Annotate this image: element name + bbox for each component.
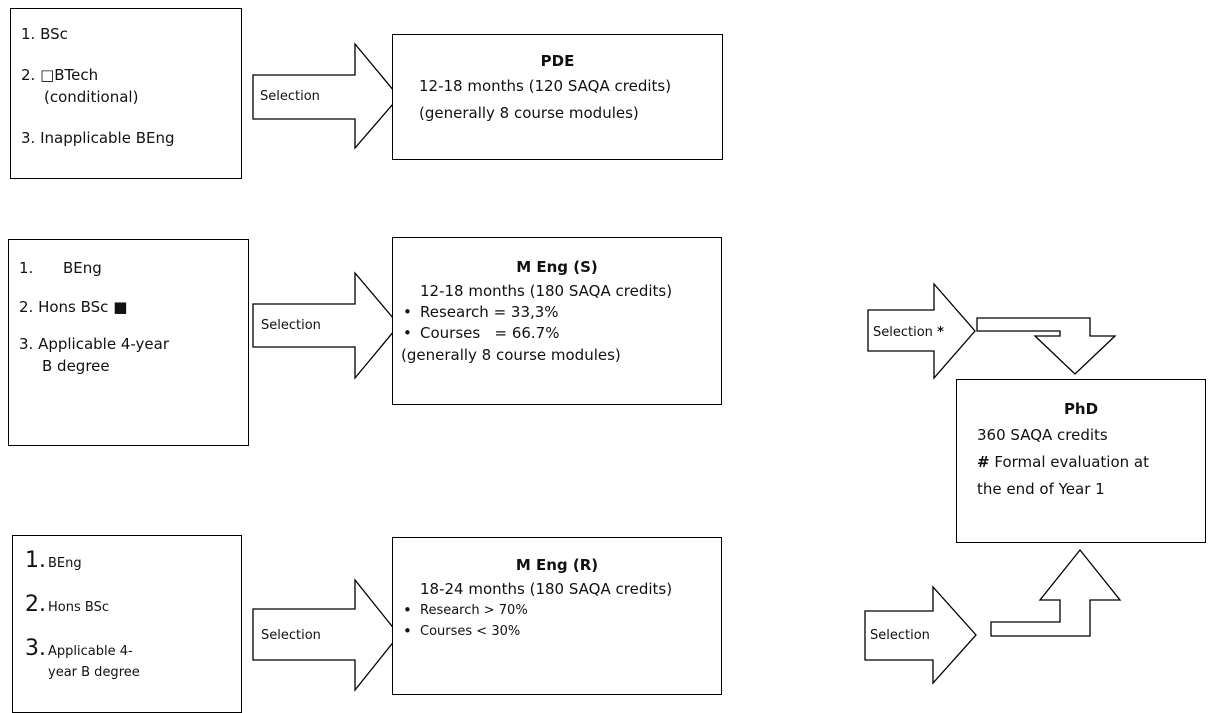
row1-input-box: 1. BSc 2. □BTech (conditional) 3. Inappl… (10, 8, 242, 179)
phd-line-3: the end of Year 1 (977, 480, 1105, 498)
meng-s-exit-arrow (867, 282, 976, 380)
meng-s-line-3: Courses = 66.7% (420, 324, 560, 342)
meng-r-bullet-1: • (403, 601, 412, 619)
row2-selection-arrow (252, 271, 400, 380)
bent-down-arrow (976, 317, 1117, 375)
row3-selection-arrow (252, 578, 400, 692)
row2-arrow-label: Selection (261, 318, 321, 333)
row2-item-1: BEng (63, 259, 102, 277)
row2-item-1-num: 1. (19, 259, 34, 277)
row2-item-3-cont: B degree (42, 357, 110, 375)
meng-r-research-value: > 70% (483, 603, 528, 618)
meng-r-research-label: Research (420, 603, 484, 618)
meng-r-line-2: Research > 70% (420, 602, 528, 620)
pde-line-1: 12-18 months (120 SAQA credits) (419, 77, 672, 95)
row1-item-3: 3. Inapplicable BEng (21, 129, 175, 147)
meng-s-bullet-1: • (403, 303, 412, 321)
pde-title: PDE (540, 52, 575, 70)
row1-arrow-label: Selection (260, 89, 320, 104)
row3-item-3-cont: year B degree (48, 665, 140, 680)
row1-item-2: 2. □BTech (21, 66, 99, 84)
meng-r-bullet-2: • (403, 622, 412, 640)
meng-r-courses-label: Courses (420, 624, 477, 639)
phd-line-2: # Formal evaluation at (977, 453, 1149, 471)
row2-item-2: 2. Hons BSc ■ (19, 298, 128, 316)
row3-item-2: Hons BSc (48, 600, 109, 615)
phd-line-2-text: Formal evaluation at (989, 453, 1149, 471)
meng-s-line-4: (generally 8 course modules) (401, 346, 621, 364)
meng-s-exit-label: Selection * (873, 324, 944, 342)
phd-hash-marker: # (977, 453, 990, 471)
meng-r-box: M Eng (R) 18-24 months (180 SAQA credits… (392, 537, 722, 695)
row2-item-3: 3. Applicable 4-year (19, 335, 169, 353)
row1-item-2-cont: (conditional) (44, 88, 139, 106)
meng-r-courses-value: < 30% (476, 624, 521, 639)
meng-s-line-1: 12-18 months (180 SAQA credits) (420, 282, 673, 300)
meng-s-exit-marker: * (937, 325, 944, 340)
phd-line-1: 360 SAQA credits (977, 426, 1108, 444)
meng-s-title: M Eng (S) (516, 258, 598, 276)
row2-input-box: 1. BEng 2. Hons BSc ■ 3. Applicable 4-ye… (8, 239, 249, 446)
row3-arrow-label: Selection (261, 628, 321, 643)
row3-input-box: 1. BEng 2. Hons BSc 3. Applicable 4- yea… (12, 535, 242, 713)
row3-item-1: BEng (48, 556, 82, 571)
bent-up-arrow (990, 548, 1122, 637)
meng-s-exit-label-text: Selection (873, 325, 933, 340)
meng-r-title: M Eng (R) (515, 556, 599, 574)
pde-line-2: (generally 8 course modules) (419, 104, 639, 122)
meng-r-exit-arrow (864, 585, 977, 685)
row1-item-1: 1. BSc (21, 25, 68, 43)
meng-s-bullet-2: • (403, 324, 412, 342)
row3-item-3: Applicable 4- (48, 644, 133, 659)
phd-box: PhD 360 SAQA credits # Formal evaluation… (956, 379, 1206, 543)
meng-s-line-2: Research = 33,3% (420, 303, 559, 321)
meng-r-line-1: 18-24 months (180 SAQA credits) (420, 580, 673, 598)
row3-exit-label: Selection (870, 628, 930, 643)
row3-num-2: 2. (25, 592, 46, 617)
meng-r-line-3: Courses < 30% (420, 623, 520, 641)
phd-title: PhD (1063, 400, 1099, 418)
row1-selection-arrow (252, 42, 400, 150)
row3-num-3: 3. (25, 636, 46, 661)
row3-num-1: 1. (25, 548, 46, 573)
meng-s-box: M Eng (S) 12-18 months (180 SAQA credits… (392, 237, 722, 405)
pde-box: PDE 12-18 months (120 SAQA credits) (gen… (392, 34, 723, 160)
